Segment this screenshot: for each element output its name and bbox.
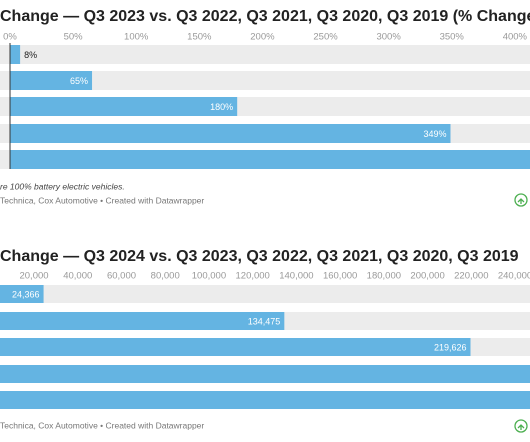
x-tick-label: 200,000: [410, 271, 444, 282]
x-tick-label: 20,000: [19, 271, 48, 282]
x-tick-label: 40,000: [63, 271, 92, 282]
value-label: 219,626: [434, 342, 467, 352]
bar: [0, 285, 44, 303]
chart-title: Change — Q3 2023 vs. Q3 2022, Q3 2021, Q…: [0, 8, 530, 25]
bar: [0, 365, 530, 383]
note: re 100% battery electric vehicles.: [0, 181, 125, 191]
x-tick-label: 350%: [440, 32, 465, 43]
x-tick-label: 300%: [376, 32, 401, 43]
value-label: 24,366: [12, 289, 40, 299]
x-tick-label: 240,000: [498, 271, 530, 282]
bar: [0, 312, 285, 330]
bar: [10, 45, 21, 64]
bar: [0, 391, 530, 409]
bar: [0, 338, 471, 356]
x-tick-label: 100%: [124, 32, 149, 43]
value-label: 134,475: [248, 316, 281, 326]
row-background: [0, 71, 530, 90]
row-background: [0, 45, 530, 64]
chart-title: Change — Q3 2024 vs. Q3 2023, Q3 2022, Q…: [0, 248, 519, 265]
bar: [10, 124, 451, 143]
bar: [10, 150, 530, 169]
bar: [10, 97, 238, 116]
source: Technica, Cox Automotive • Created with …: [0, 195, 204, 205]
x-tick-label: 50%: [64, 32, 84, 43]
x-tick-label: 180,000: [367, 271, 401, 282]
x-tick-label: 150%: [187, 32, 212, 43]
value-label: 180%: [210, 102, 233, 112]
x-tick-label: 160,000: [323, 271, 357, 282]
x-tick-label: 60,000: [107, 271, 136, 282]
x-tick-label: 400%: [503, 32, 528, 43]
x-tick-label: 250%: [313, 32, 338, 43]
bar: [10, 71, 93, 90]
x-tick-label: 200%: [250, 32, 275, 43]
logo: [514, 193, 528, 433]
x-tick-label: 80,000: [151, 271, 180, 282]
x-tick-label: 140,000: [279, 271, 313, 282]
x-tick-label: 0%: [3, 32, 17, 43]
value-label: 349%: [423, 129, 446, 139]
value-label: 65%: [70, 76, 88, 86]
row-background: [0, 285, 530, 303]
x-tick-label: 120,000: [236, 271, 270, 282]
source: Technica, Cox Automotive • Created with …: [0, 420, 204, 430]
x-tick-label: 220,000: [454, 271, 488, 282]
x-tick-label: 100,000: [192, 271, 226, 282]
value-label: 8%: [24, 50, 37, 60]
